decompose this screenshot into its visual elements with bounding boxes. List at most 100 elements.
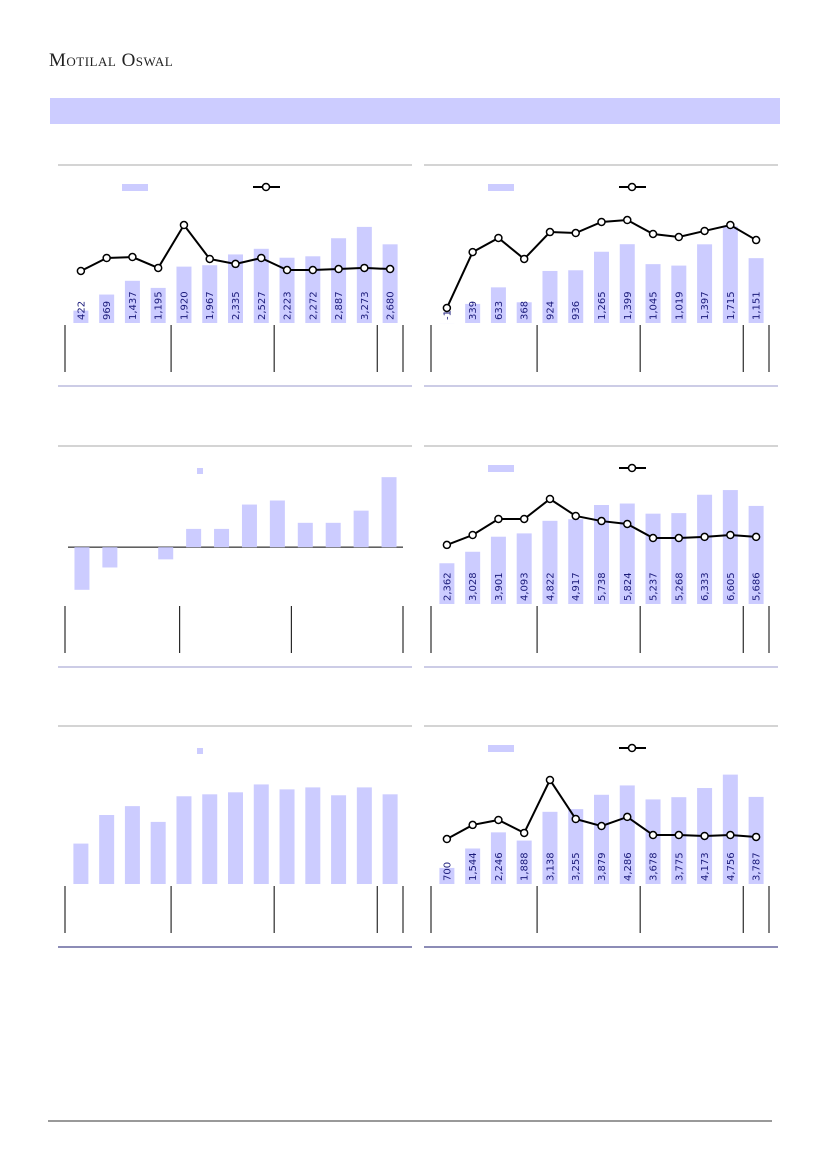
legend-marker xyxy=(627,743,637,753)
bar xyxy=(516,302,532,323)
line-marker xyxy=(674,830,684,840)
bar xyxy=(465,303,481,323)
bar-value-label: 2,335 xyxy=(231,291,242,320)
bar-value-label: 936 xyxy=(571,301,582,320)
line-marker xyxy=(385,264,395,274)
line-marker xyxy=(519,828,529,838)
bar-value-label: 3,255 xyxy=(571,852,582,881)
bar xyxy=(542,520,558,604)
bar xyxy=(645,264,661,323)
bar-value-label: 1,195 xyxy=(154,291,165,320)
bar xyxy=(671,513,687,604)
bar xyxy=(241,504,257,548)
legend-swatch xyxy=(122,184,148,191)
bar xyxy=(150,287,166,323)
bar xyxy=(439,563,455,604)
bar-value-label: 2,887 xyxy=(334,291,345,320)
line-marker xyxy=(571,814,580,824)
bar xyxy=(381,477,397,548)
line-marker xyxy=(102,253,111,263)
bar xyxy=(202,265,218,323)
bar-value-label: 1,888 xyxy=(520,852,531,881)
bar xyxy=(594,794,609,884)
bar xyxy=(645,799,661,884)
bar xyxy=(568,270,584,323)
bar xyxy=(465,848,481,884)
line-marker xyxy=(334,264,343,274)
bar xyxy=(305,256,321,323)
bar xyxy=(202,794,218,884)
bar-value-label: 700 xyxy=(442,862,453,881)
bar-value-label: 2,362 xyxy=(442,572,453,601)
bar xyxy=(124,280,140,323)
bar xyxy=(516,533,532,604)
bar-value-label: 5,824 xyxy=(623,572,634,601)
bar xyxy=(490,287,506,323)
bar xyxy=(722,774,738,884)
bar xyxy=(542,811,558,884)
bar-value-label: 924 xyxy=(545,301,556,320)
legend-swatch xyxy=(197,468,203,474)
bar xyxy=(279,257,295,323)
line-marker xyxy=(726,530,735,540)
bar xyxy=(176,266,192,323)
line-marker xyxy=(648,229,658,239)
bar xyxy=(325,522,341,548)
line-marker xyxy=(726,220,735,230)
bar-value-label: 3,678 xyxy=(649,852,660,881)
bar xyxy=(594,505,609,604)
bar xyxy=(269,500,285,548)
bar xyxy=(214,528,230,548)
bar xyxy=(619,244,635,323)
section-band xyxy=(50,98,780,124)
bar-value-label: 2,680 xyxy=(386,291,397,320)
bar xyxy=(382,794,398,884)
bar xyxy=(297,522,313,548)
bar-value-label: 2,223 xyxy=(283,291,294,320)
line-marker xyxy=(442,303,452,313)
bar xyxy=(186,528,202,548)
legend-swatch xyxy=(488,465,514,472)
bar-value-label: 5,237 xyxy=(649,572,660,601)
bar-value-label: 4,286 xyxy=(623,852,634,881)
line-marker xyxy=(205,254,214,264)
legend-marker xyxy=(627,463,637,473)
legend-marker xyxy=(627,182,637,192)
line-marker xyxy=(674,533,684,543)
bar xyxy=(73,843,89,884)
bar-value-label: 5,268 xyxy=(674,572,685,601)
bar xyxy=(671,265,687,323)
bar-value-label: 4,756 xyxy=(726,852,737,881)
line-marker xyxy=(545,227,555,237)
legend-swatch xyxy=(197,748,203,754)
bar xyxy=(619,503,635,604)
line-marker xyxy=(468,247,477,257)
bar xyxy=(331,795,347,884)
bar-value-label: 4,173 xyxy=(700,852,711,881)
bar-value-label: 2,246 xyxy=(494,852,505,881)
bar-value-label: 969 xyxy=(102,301,113,320)
bar-value-label: 1,045 xyxy=(649,291,660,320)
bar-value-label: 1,715 xyxy=(726,291,737,320)
line-marker xyxy=(751,832,761,842)
bar xyxy=(353,510,369,548)
bar-value-label: 339 xyxy=(468,301,479,320)
line-marker xyxy=(751,532,761,542)
bar-value-label: 3,879 xyxy=(597,852,608,881)
bar-value-label: 1,920 xyxy=(179,291,190,320)
bar-value-label: -1 xyxy=(442,310,453,320)
line-marker xyxy=(308,265,318,275)
bar xyxy=(305,787,321,884)
bar xyxy=(228,254,243,323)
bar-value-label: 633 xyxy=(494,301,505,320)
line-marker xyxy=(494,815,503,825)
line-marker xyxy=(494,514,503,524)
line-marker xyxy=(494,233,503,243)
line-marker xyxy=(360,263,369,273)
line-marker xyxy=(648,533,658,543)
bar xyxy=(253,784,269,884)
bar xyxy=(99,294,115,323)
bar xyxy=(228,792,243,884)
bar-value-label: 1,967 xyxy=(205,291,216,320)
line-marker xyxy=(597,821,606,831)
